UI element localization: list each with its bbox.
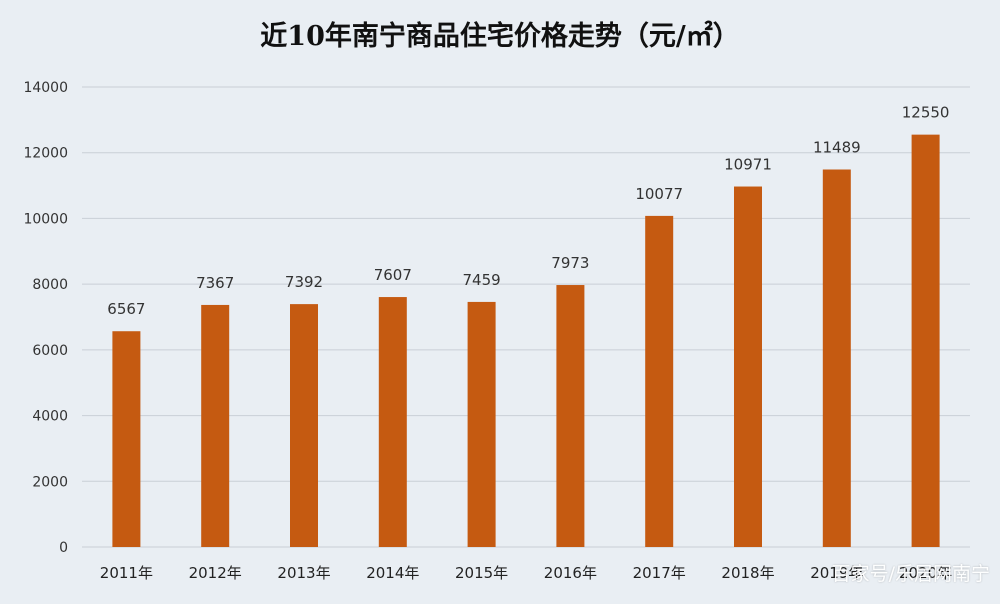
x-tick-label: 2012年 xyxy=(189,564,242,582)
data-label: 6567 xyxy=(107,300,145,318)
y-tick-label: 10000 xyxy=(23,211,68,227)
data-label: 7367 xyxy=(196,274,234,292)
bar-2011年 xyxy=(112,331,141,547)
bar-2015年 xyxy=(467,301,496,547)
data-label: 10077 xyxy=(635,185,683,203)
bar-2014年 xyxy=(378,297,407,547)
bar-2018年 xyxy=(734,186,762,547)
x-tick-label: 2020年 xyxy=(899,564,952,582)
x-tick-label: 2017年 xyxy=(633,564,686,582)
x-tick-label: 2015年 xyxy=(455,564,508,582)
y-tick-label: 12000 xyxy=(23,146,68,162)
x-tick-label: 2013年 xyxy=(277,564,330,582)
y-tick-label: 0 xyxy=(59,540,68,556)
y-tick-label: 14000 xyxy=(23,80,68,96)
y-tick-label: 2000 xyxy=(32,474,68,490)
data-label: 7607 xyxy=(374,266,412,284)
watermark-text: 百家号/乐居网南宁 xyxy=(831,563,990,585)
x-tick-label: 2018年 xyxy=(721,564,774,582)
x-tick-label: 2014年 xyxy=(366,564,419,582)
bar-2016年 xyxy=(556,285,585,547)
bar-2013年 xyxy=(290,304,318,547)
data-label: 7973 xyxy=(551,254,589,272)
bar-2019年 xyxy=(822,169,851,548)
y-tick-label: 4000 xyxy=(32,409,68,425)
data-label: 7392 xyxy=(285,273,323,291)
x-tick-label: 2016年 xyxy=(544,564,597,582)
x-tick-label: 2011年 xyxy=(100,564,153,582)
bar-2020年 xyxy=(911,134,940,547)
bar-2017年 xyxy=(645,215,674,548)
chart-title: 近10年南宁商品住宅价格走势（元/㎡） xyxy=(260,21,740,52)
y-tick-label: 8000 xyxy=(32,277,68,293)
bar-2012年 xyxy=(201,304,230,547)
x-tick-label: 2019年 xyxy=(810,564,863,582)
data-label: 7459 xyxy=(463,271,501,289)
data-label: 11489 xyxy=(813,139,861,157)
y-tick-label: 6000 xyxy=(32,343,68,359)
data-label: 10971 xyxy=(724,156,772,174)
data-label: 12550 xyxy=(902,104,950,122)
